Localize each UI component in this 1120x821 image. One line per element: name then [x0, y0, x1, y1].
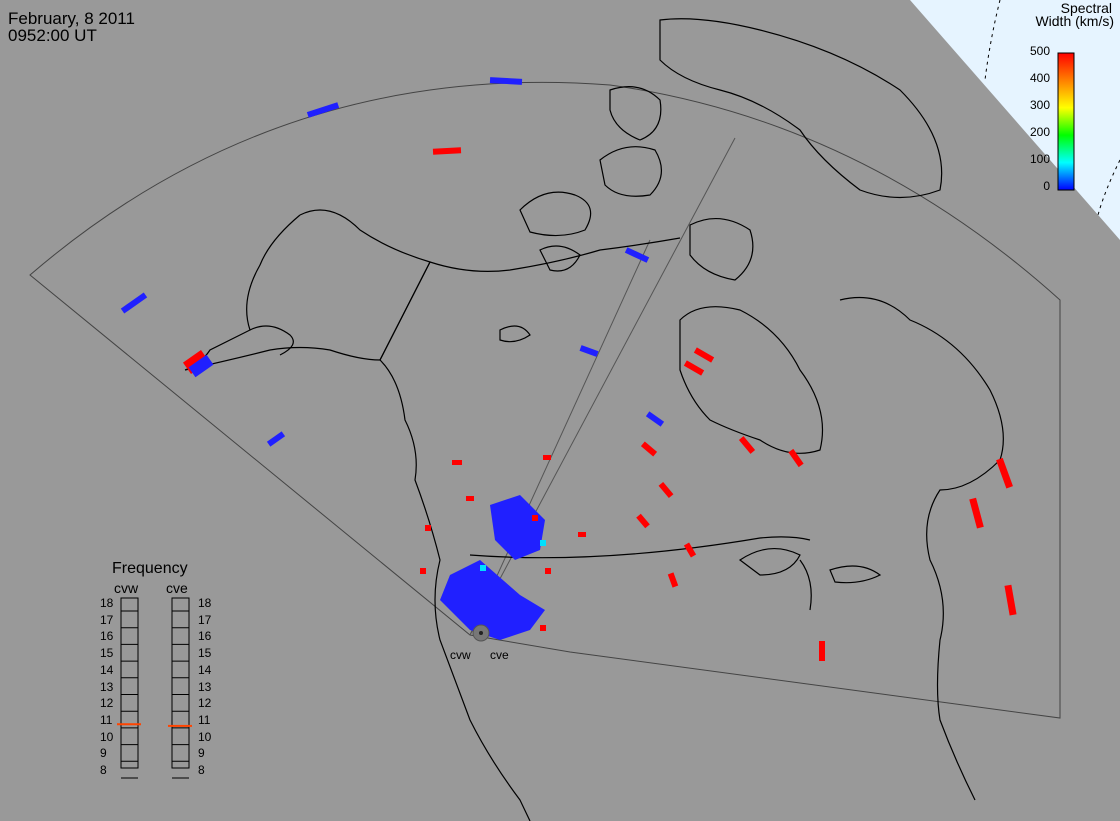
frequency-scale-label: 14	[100, 662, 114, 677]
echo-cell	[543, 455, 551, 460]
colorbar-tick: 400	[1029, 71, 1050, 85]
echo-cell	[788, 448, 804, 468]
frequency-scale-label: 9	[100, 746, 107, 761]
colorbar-unit: Width (km/s)	[1035, 13, 1114, 29]
echo-cluster	[440, 560, 545, 640]
echo-cluster	[490, 495, 545, 560]
date-label: February, 8 2011	[8, 9, 135, 28]
frequency-scale-label: 9	[198, 746, 205, 761]
cve-radar-label: cve	[166, 580, 188, 596]
frequency-scale-label: 8	[100, 763, 107, 777]
frequency-scale-label: 13	[198, 679, 212, 694]
echo-cell	[969, 497, 984, 529]
frequency-scale-label: 14	[198, 662, 212, 677]
colorbar-tick: 300	[1029, 98, 1050, 112]
cvw-frequency-marker	[117, 723, 141, 726]
echo-cell	[636, 513, 650, 529]
frequency-scale-label: 10	[198, 729, 212, 744]
echo-cell	[545, 568, 551, 574]
frequency-scale-label: 17	[198, 612, 212, 627]
frequency-scale-label: 16	[198, 629, 212, 644]
echo-cell	[738, 436, 756, 454]
echo-cell	[480, 565, 486, 571]
echo-cell	[996, 457, 1013, 489]
colorbar-tick: 200	[1029, 125, 1050, 139]
frequency-scale-label: 16	[100, 629, 114, 644]
colorbar	[1057, 52, 1075, 191]
echo-cell	[683, 360, 705, 376]
colorbar-tick: 0	[1043, 179, 1050, 193]
frequency-scale-label: 15	[198, 646, 212, 661]
echo-cell	[819, 641, 825, 661]
radar-site-label-cve: cve	[490, 648, 509, 662]
echo-cell	[683, 542, 697, 558]
echo-cell	[425, 525, 431, 531]
echo-cell	[266, 431, 286, 447]
cvw-gauge	[120, 597, 139, 769]
colorbar-title: Spectral	[1060, 0, 1112, 16]
echo-cell	[658, 481, 674, 499]
echo-cell	[452, 460, 462, 465]
frequency-title: Frequency	[112, 560, 188, 577]
frequency-scale-label: 13	[100, 679, 114, 694]
frequency-scale-label: 8	[198, 763, 205, 777]
fov-beam-line	[469, 239, 651, 636]
echo-cell	[624, 247, 650, 263]
coastlines	[184, 18, 1004, 821]
frequency-scale-label: 10	[100, 729, 114, 744]
frequency-scale-label: 18	[198, 596, 212, 610]
cve-frequency-marker	[168, 724, 192, 727]
echo-cell	[645, 411, 665, 427]
echo-cell	[667, 572, 679, 588]
echo-cell	[640, 441, 658, 457]
echo-cell	[540, 540, 546, 546]
latitude-dashed-line	[984, 0, 1120, 216]
colorbar-tick: 500	[1029, 44, 1050, 58]
echo-cell	[120, 292, 148, 314]
echo-cell	[1004, 584, 1017, 616]
echo-cell	[466, 496, 474, 501]
echo-cell	[306, 102, 340, 118]
frequency-scale-label: 17	[100, 612, 114, 627]
colorbar-gradient	[1057, 52, 1075, 191]
frequency-scale-label: 12	[198, 696, 212, 711]
cvw-radar-label: cvw	[114, 580, 139, 596]
echo-cell	[540, 625, 546, 631]
echo-cells	[120, 77, 1017, 661]
radar-site-center	[479, 631, 483, 635]
colorbar-tick: 100	[1029, 152, 1050, 166]
echo-cell	[579, 345, 599, 357]
echo-cell	[578, 532, 586, 537]
echo-cell	[532, 515, 538, 521]
cve-gauge	[171, 597, 190, 769]
frequency-gauges	[117, 597, 192, 779]
echo-cell	[489, 77, 523, 85]
echo-cell	[420, 568, 426, 574]
frequency-scale-label: 11	[100, 712, 113, 727]
frequency-scale-label: 15	[100, 646, 114, 661]
radar-site-label-cvw: cvw	[450, 648, 471, 662]
frequency-scale-label: 18	[100, 596, 114, 610]
fov-outline	[29, 81, 1061, 719]
echo-cell	[188, 354, 214, 378]
frequency-scale-label: 11	[198, 712, 211, 727]
echo-cell	[693, 347, 715, 363]
echo-cell	[432, 147, 462, 155]
frequency-scale-label: 12	[100, 696, 114, 711]
time-label: 0952:00 UT	[8, 26, 97, 45]
